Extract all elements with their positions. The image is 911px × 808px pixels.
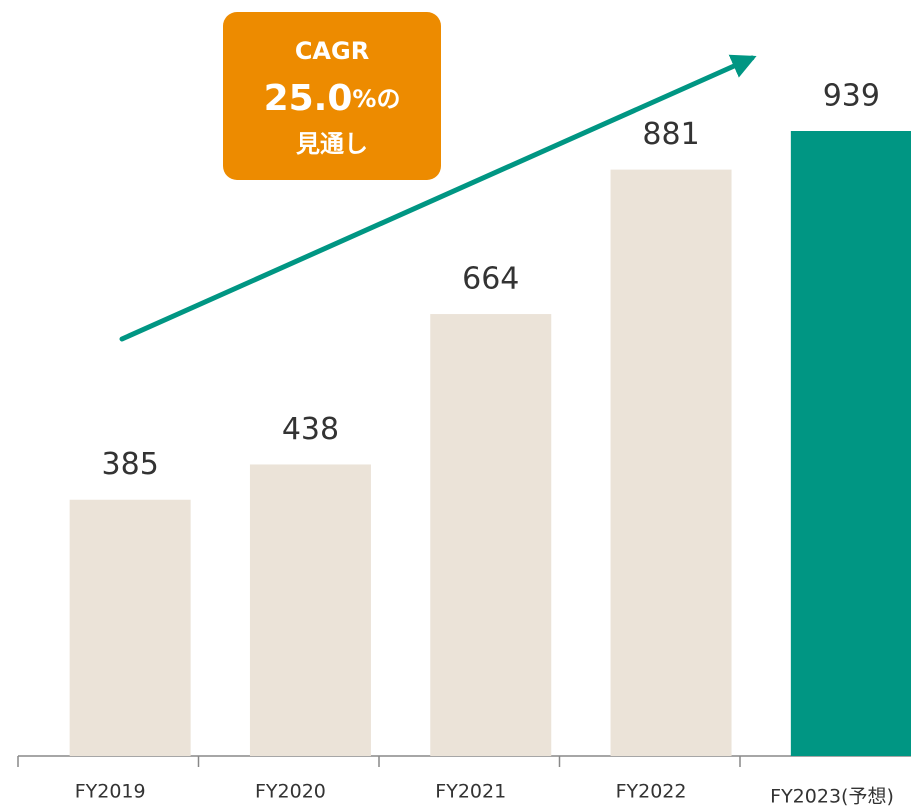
bar — [249, 464, 371, 756]
annotation-line: CAGR — [295, 37, 369, 65]
bar — [430, 314, 552, 756]
annotation-line: 見通し — [296, 130, 368, 158]
value-label: 881 — [642, 117, 699, 152]
annotation-box — [223, 12, 441, 180]
x-tick-label: FY2023(予想) — [770, 786, 894, 808]
annotation-unit: %の — [352, 85, 400, 113]
annotation-value: 25.0 — [264, 78, 353, 119]
x-tick-label: FY2021 — [435, 781, 506, 803]
bar — [69, 499, 191, 756]
value-label: 438 — [282, 412, 339, 447]
value-label: 385 — [102, 447, 159, 482]
bar — [610, 169, 732, 757]
x-tick-label: FY2020 — [255, 781, 326, 803]
bar — [790, 131, 911, 757]
value-label: 939 — [823, 79, 880, 114]
annotation-line: 25.0%の — [264, 78, 401, 119]
value-label: 664 — [462, 262, 519, 297]
trend-arrow — [119, 54, 757, 342]
x-tick-label: FY2022 — [616, 781, 687, 803]
x-tick-label: FY2019 — [75, 781, 146, 803]
